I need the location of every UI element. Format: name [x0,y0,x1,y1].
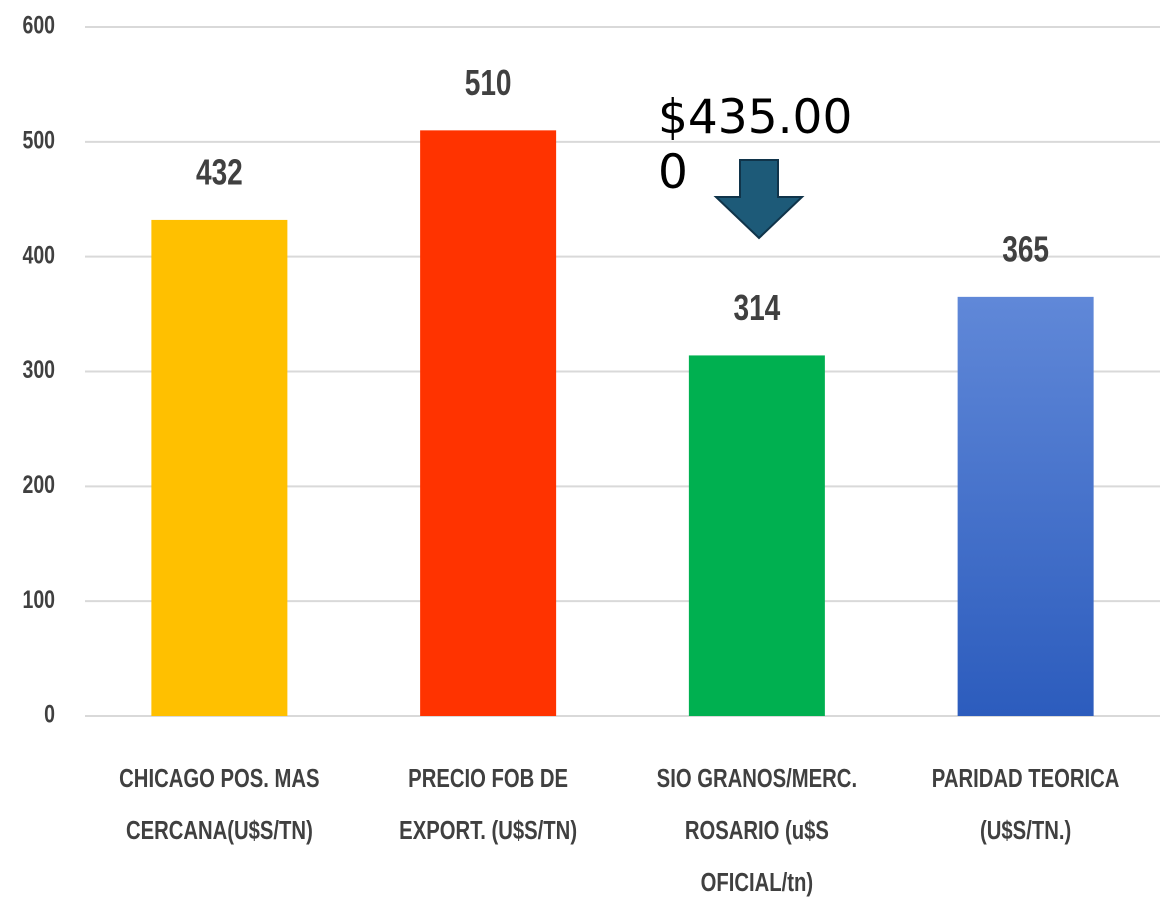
y-tick-label: 0 [44,700,55,728]
x-tick-label: ROSARIO (u$S [685,815,829,844]
y-tick-label: 500 [22,126,55,154]
y-tick-label: 100 [22,585,55,613]
x-tick-label: CHICAGO POS. MAS [119,763,319,792]
value-label: 314 [733,288,780,328]
annotation: $435.000 [658,90,853,200]
bar [957,296,1094,716]
y-tick-label: 600 [22,11,55,39]
x-tick-label: EXPORT. (U$S/TN) [399,815,577,844]
x-tick-label: SIO GRANOS/MERC. [657,763,857,792]
arrow [713,159,805,240]
x-tick-label: CERCANA(U$S/TN) [126,815,313,844]
y-tick-label: 300 [22,356,55,384]
x-tick-label: PARIDAD TEORICA [932,763,1120,792]
value-label: 365 [1002,229,1049,269]
y-tick-label: 200 [22,471,55,499]
bar [688,355,825,716]
x-tick-label: PRECIO FOB DE [408,763,568,792]
value-label: 432 [196,152,243,192]
y-tick-label: 400 [22,241,55,269]
x-tick-label: (U$S/TN.) [980,815,1071,844]
bar [420,130,557,717]
bar [151,219,288,717]
value-label: 510 [465,63,512,103]
x-tick-label: OFICIAL/tn) [701,867,814,896]
